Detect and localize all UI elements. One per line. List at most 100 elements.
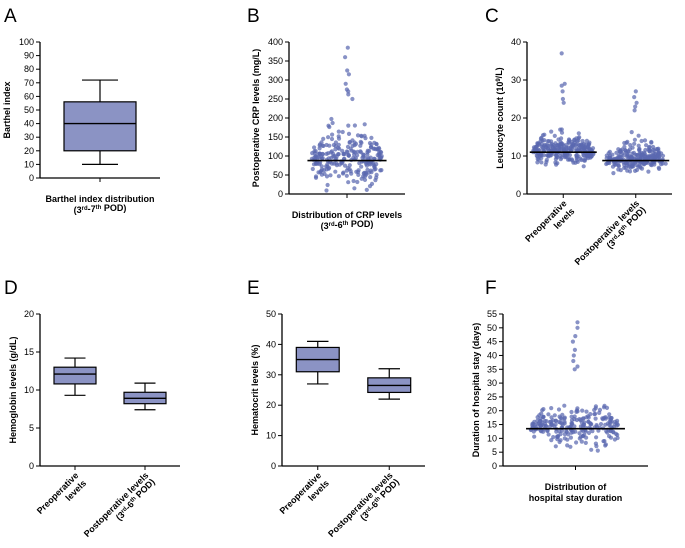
y-tick-label: 80 bbox=[24, 64, 34, 74]
data-point bbox=[538, 136, 544, 141]
data-point bbox=[601, 405, 607, 410]
data-point bbox=[601, 439, 606, 444]
x-category-line: Postoperative levels bbox=[326, 470, 395, 539]
data-point bbox=[562, 403, 567, 408]
x-category-line: (3rd-6th POD) bbox=[321, 219, 374, 231]
panel-letter: F bbox=[485, 278, 497, 299]
data-point bbox=[607, 412, 612, 417]
data-point bbox=[583, 142, 589, 147]
y-tick-label: 0 bbox=[29, 461, 34, 471]
data-point bbox=[644, 143, 649, 148]
data-point bbox=[651, 144, 656, 150]
data-point bbox=[334, 161, 339, 166]
y-tick-label: 100 bbox=[19, 37, 34, 47]
data-point bbox=[350, 138, 355, 143]
y-tick-label: 300 bbox=[268, 75, 283, 85]
y-axis-label-part: Duration of hospital stay (days) bbox=[471, 323, 481, 458]
data-point bbox=[341, 170, 346, 175]
data-point bbox=[572, 414, 577, 419]
y-tick-label: 25 bbox=[487, 392, 497, 402]
x-category-line: Distribution of bbox=[545, 482, 607, 492]
data-point bbox=[364, 161, 369, 166]
data-point bbox=[368, 175, 373, 180]
data-point bbox=[359, 176, 364, 181]
y-tick-label: 30 bbox=[266, 370, 276, 380]
data-point bbox=[553, 444, 558, 449]
data-point bbox=[618, 168, 623, 173]
data-point bbox=[559, 51, 564, 56]
data-point bbox=[577, 431, 582, 436]
data-point bbox=[331, 142, 336, 148]
y-tick-label: 250 bbox=[268, 94, 283, 104]
data-point bbox=[321, 136, 326, 141]
data-point bbox=[320, 156, 325, 161]
data-point bbox=[358, 143, 363, 148]
data-point bbox=[555, 161, 560, 166]
data-point bbox=[364, 172, 369, 177]
x-category-line-part: -7 bbox=[88, 204, 96, 214]
data-point bbox=[594, 444, 599, 449]
x-category-line: Postoperative levels bbox=[573, 198, 642, 267]
y-axis-label: Hemoglobin levels (g/dL) bbox=[8, 336, 18, 443]
data-point bbox=[317, 143, 322, 148]
data-point bbox=[553, 422, 558, 427]
data-point bbox=[356, 172, 361, 177]
data-point bbox=[583, 440, 588, 445]
y-tick-label: 15 bbox=[487, 420, 497, 430]
x-category-line: Barthel index distribution bbox=[45, 194, 154, 204]
data-point bbox=[347, 140, 352, 145]
data-point bbox=[603, 422, 608, 427]
data-point bbox=[550, 422, 555, 428]
x-category-line-part: Postoperative levels bbox=[82, 470, 151, 539]
data-point bbox=[564, 429, 570, 435]
data-point bbox=[646, 169, 651, 174]
data-point bbox=[539, 160, 544, 165]
data-point bbox=[554, 429, 559, 434]
data-point bbox=[556, 137, 561, 142]
panel-a: A 0 10 20 30 40 50 60 70 80 90 100 Barthel index Bart… bbox=[2, 6, 160, 215]
x-category-line-part: POD) bbox=[348, 219, 373, 229]
data-point bbox=[352, 150, 357, 155]
panel-letter: A bbox=[4, 6, 17, 27]
data-point bbox=[532, 434, 537, 439]
data-point bbox=[569, 409, 574, 415]
panel-letter: E bbox=[247, 278, 260, 299]
x-category-line: Postoperative levels bbox=[82, 470, 151, 539]
data-point bbox=[556, 433, 561, 439]
data-point bbox=[346, 72, 351, 77]
data-point bbox=[613, 162, 618, 167]
data-point bbox=[582, 158, 587, 163]
data-point bbox=[561, 100, 566, 105]
x-category-line-sup: rd bbox=[82, 206, 88, 212]
data-point bbox=[352, 186, 357, 191]
data-point bbox=[343, 81, 348, 86]
data-point bbox=[549, 419, 554, 424]
data-point bbox=[317, 155, 322, 160]
data-point bbox=[592, 412, 597, 417]
data-point bbox=[365, 150, 370, 155]
data-point bbox=[607, 155, 612, 160]
data-point bbox=[312, 145, 317, 150]
x-category-line-part: Barthel index distribution bbox=[45, 194, 154, 204]
data-point bbox=[344, 168, 349, 173]
data-point bbox=[568, 145, 574, 150]
x-category-line-part: Distribution of bbox=[545, 482, 607, 492]
data-point bbox=[603, 442, 609, 447]
data-point bbox=[544, 159, 549, 164]
data-point bbox=[554, 153, 559, 158]
data-point bbox=[589, 447, 594, 452]
data-point bbox=[329, 136, 335, 142]
data-point bbox=[535, 160, 540, 165]
y-tick-label: 200 bbox=[268, 113, 283, 123]
data-point bbox=[319, 140, 324, 145]
data-point bbox=[357, 161, 362, 166]
data-point bbox=[583, 429, 588, 434]
data-point bbox=[617, 154, 622, 159]
y-tick-label: 5 bbox=[29, 423, 34, 433]
data-point bbox=[559, 130, 565, 135]
data-point bbox=[596, 428, 601, 433]
data-point bbox=[562, 416, 567, 421]
data-point bbox=[560, 96, 566, 102]
data-point bbox=[346, 89, 351, 94]
